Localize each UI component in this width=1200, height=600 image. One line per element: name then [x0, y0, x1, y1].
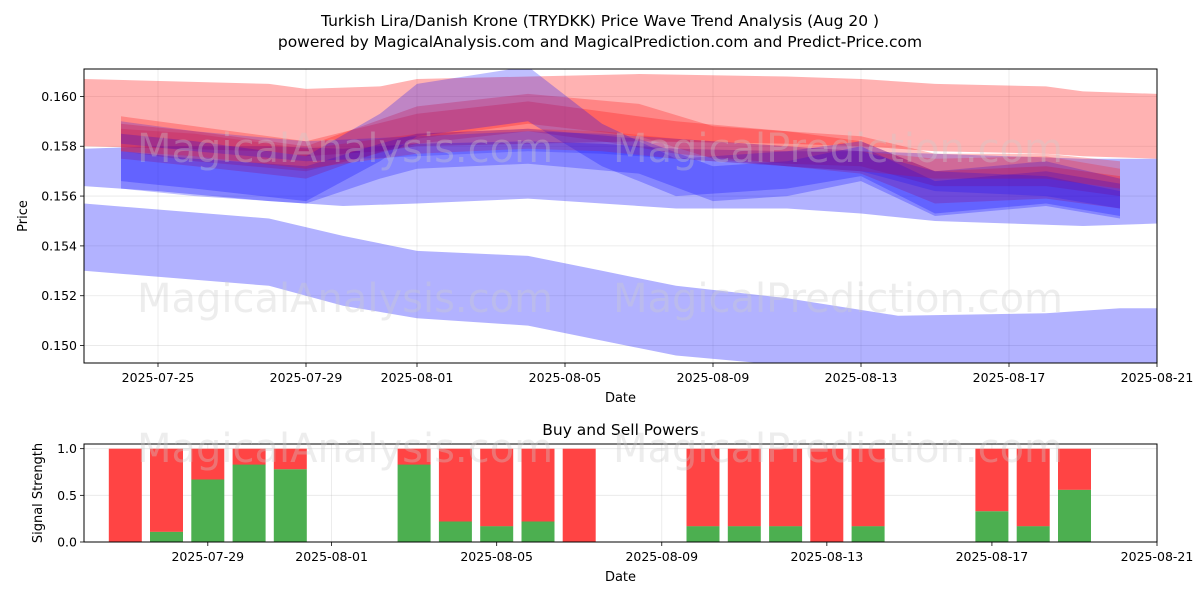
- wave-band-blue-2: [84, 141, 1157, 226]
- wave-band-blue-3: [84, 203, 1157, 363]
- sell-bar: [191, 448, 225, 480]
- price-y-tick-label: 0.156: [41, 189, 77, 204]
- watermark-right-mid: MagicalPrediction.com: [613, 276, 1063, 322]
- price-x-tick-label: 2025-07-25: [122, 370, 195, 385]
- watermark-right-bottom: MagicalPrediction.com: [613, 426, 1063, 472]
- buy-bar: [686, 526, 720, 542]
- signal-ylabel: Signal Strength: [31, 443, 46, 543]
- price-frame: [83, 68, 1158, 364]
- buy-bar: [727, 526, 761, 542]
- sell-bar: [851, 448, 885, 527]
- price-y-tick-label: 0.160: [41, 89, 77, 104]
- signal-bars: [108, 448, 1091, 542]
- price-x-tick-label: 2025-08-13: [825, 370, 898, 385]
- signal-x-tick-label: 2025-08-05: [460, 549, 533, 564]
- wave-band-red-1: [84, 74, 1157, 159]
- buy-bar: [480, 526, 514, 542]
- price-x-tick-label: 2025-08-05: [529, 370, 602, 385]
- price-x-tick-label: 2025-08-21: [1121, 370, 1194, 385]
- signal-y-tick-label: 0.5: [57, 488, 77, 503]
- price-y-tick-label: 0.158: [41, 139, 77, 154]
- sell-bar: [1058, 448, 1091, 490]
- signal-x-tick-label: 2025-08-17: [956, 549, 1029, 564]
- sell-bar: [810, 448, 844, 542]
- price-y-axis: 0.150 0.152 0.154 0.156 0.158 0.160: [41, 89, 1157, 353]
- price-ylabel: Price: [16, 200, 31, 232]
- price-y-tick-label: 0.150: [41, 338, 77, 353]
- buy-bar: [975, 511, 1009, 542]
- watermark-left-mid: MagicalAnalysis.com: [137, 276, 553, 322]
- signal-x-tick-label: 2025-08-01: [295, 549, 368, 564]
- figure-subtitle: powered by MagicalAnalysis.com and Magic…: [278, 33, 922, 51]
- signal-x-tick-label: 2025-08-21: [1121, 549, 1194, 564]
- sell-bar: [769, 448, 803, 527]
- buy-sell-title: Buy and Sell Powers: [542, 421, 699, 439]
- watermarks: MagicalAnalysis.com MagicalPrediction.co…: [137, 126, 1063, 472]
- wave-band-blue-6: [121, 69, 1120, 216]
- signal-frame: [83, 443, 1158, 543]
- buy-bar: [769, 526, 803, 542]
- wave-band-blue-9: [121, 121, 1120, 209]
- price-bands: [84, 69, 1157, 363]
- watermark-left-top: MagicalAnalysis.com: [137, 126, 553, 172]
- signal-x-tick-label: 2025-07-29: [171, 549, 244, 564]
- figure-title: Turkish Lira/Danish Krone (TRYDKK) Price…: [320, 12, 879, 30]
- buy-bar: [150, 531, 183, 542]
- sell-bar: [1016, 448, 1050, 527]
- sell-bar: [397, 448, 431, 465]
- sell-bar: [273, 448, 307, 470]
- signal-y-tick-label: 1.0: [57, 441, 77, 456]
- price-x-tick-label: 2025-08-09: [677, 370, 750, 385]
- buy-bar: [438, 521, 472, 542]
- sell-bar: [562, 448, 596, 542]
- sell-bar: [727, 448, 761, 527]
- price-x-tick-label: 2025-08-17: [973, 370, 1046, 385]
- buy-bar: [232, 464, 266, 542]
- buy-bar: [521, 521, 555, 542]
- signal-y-tick-label: 0.0: [57, 535, 77, 550]
- wave-band-red-8: [121, 128, 1120, 189]
- buy-bar: [397, 464, 431, 542]
- price-xlabel: Date: [605, 391, 636, 406]
- sell-bar: [150, 448, 183, 532]
- watermark-left-bottom: MagicalAnalysis.com: [137, 426, 553, 472]
- sell-bar: [686, 448, 720, 527]
- buy-bar: [1016, 526, 1050, 542]
- sell-bar: [438, 448, 472, 522]
- sell-bar: [521, 448, 555, 522]
- price-x-tick-label: 2025-08-01: [381, 370, 454, 385]
- price-wave-chart: 2025-07-25 2025-07-29 2025-08-01 2025-08-05…: [16, 68, 1194, 406]
- buy-bar: [273, 469, 307, 542]
- price-x-axis: 2025-07-25 2025-07-29 2025-08-01 2025-08-05…: [122, 69, 1194, 385]
- buy-bar: [191, 479, 225, 542]
- wave-band-red-4: [121, 101, 1120, 197]
- wave-band-blue-7: [121, 128, 1120, 219]
- sell-bar: [232, 448, 266, 465]
- signal-x-tick-label: 2025-08-13: [791, 549, 864, 564]
- price-y-tick-label: 0.154: [41, 238, 77, 253]
- buy-sell-chart: Buy and Sell Powers 2025-07-29 2025-08-01 2…: [31, 421, 1193, 585]
- sell-bar: [480, 448, 514, 527]
- price-x-tick-label: 2025-07-29: [270, 370, 343, 385]
- buy-bar: [1058, 489, 1091, 542]
- sell-bar: [975, 448, 1009, 512]
- watermark-right-top: MagicalPrediction.com: [613, 126, 1063, 172]
- sell-bar: [108, 448, 142, 542]
- signal-x-tick-label: 2025-08-09: [625, 549, 698, 564]
- signal-xlabel: Date: [605, 570, 636, 585]
- price-y-tick-label: 0.152: [41, 288, 77, 303]
- wave-band-red-5: [121, 93, 1120, 209]
- buy-bar: [851, 526, 885, 542]
